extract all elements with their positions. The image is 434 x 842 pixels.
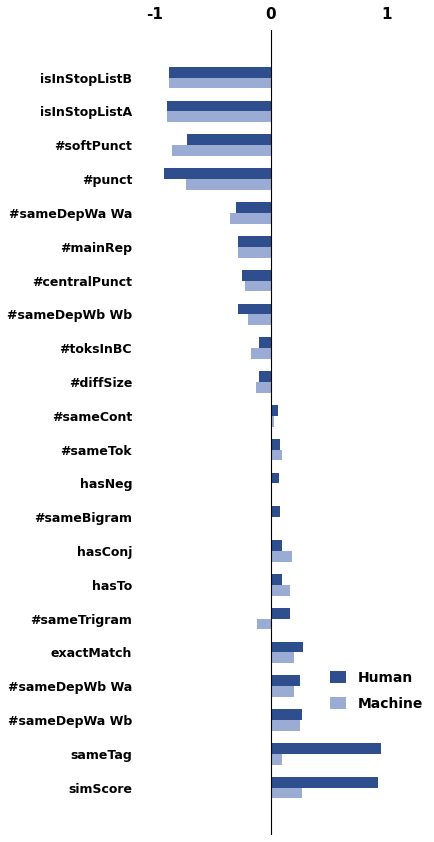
Bar [230,213,271,224]
Bar [271,585,290,595]
Bar [167,101,271,111]
Bar [251,348,271,359]
Bar [271,709,302,720]
Bar [271,405,278,416]
Bar [238,247,271,258]
Bar [271,754,283,765]
Bar [236,202,271,213]
Bar [167,111,271,122]
Bar [271,642,303,653]
Bar [248,314,271,325]
Bar [271,608,290,619]
Bar [172,146,271,156]
Bar [238,236,271,247]
Bar [164,168,271,179]
Bar [271,574,283,585]
Bar [271,416,274,427]
Bar [169,67,271,77]
Bar [271,551,292,562]
Bar [256,382,271,392]
Bar [187,135,271,146]
Bar [259,338,271,348]
Bar [271,675,300,686]
Bar [186,179,271,190]
Bar [245,280,271,291]
Bar [271,472,279,483]
Bar [271,777,378,787]
Bar [169,77,271,88]
Bar [271,439,280,450]
Bar [271,450,283,461]
Bar [271,541,283,551]
Bar [271,743,381,754]
Bar [271,720,300,731]
Bar [271,686,294,697]
Bar [271,653,294,663]
Bar [238,303,271,314]
Bar [271,506,280,517]
Legend: Human, Machine: Human, Machine [324,665,428,717]
Bar [259,371,271,382]
Bar [271,787,302,798]
Bar [257,619,271,630]
Bar [242,269,271,280]
